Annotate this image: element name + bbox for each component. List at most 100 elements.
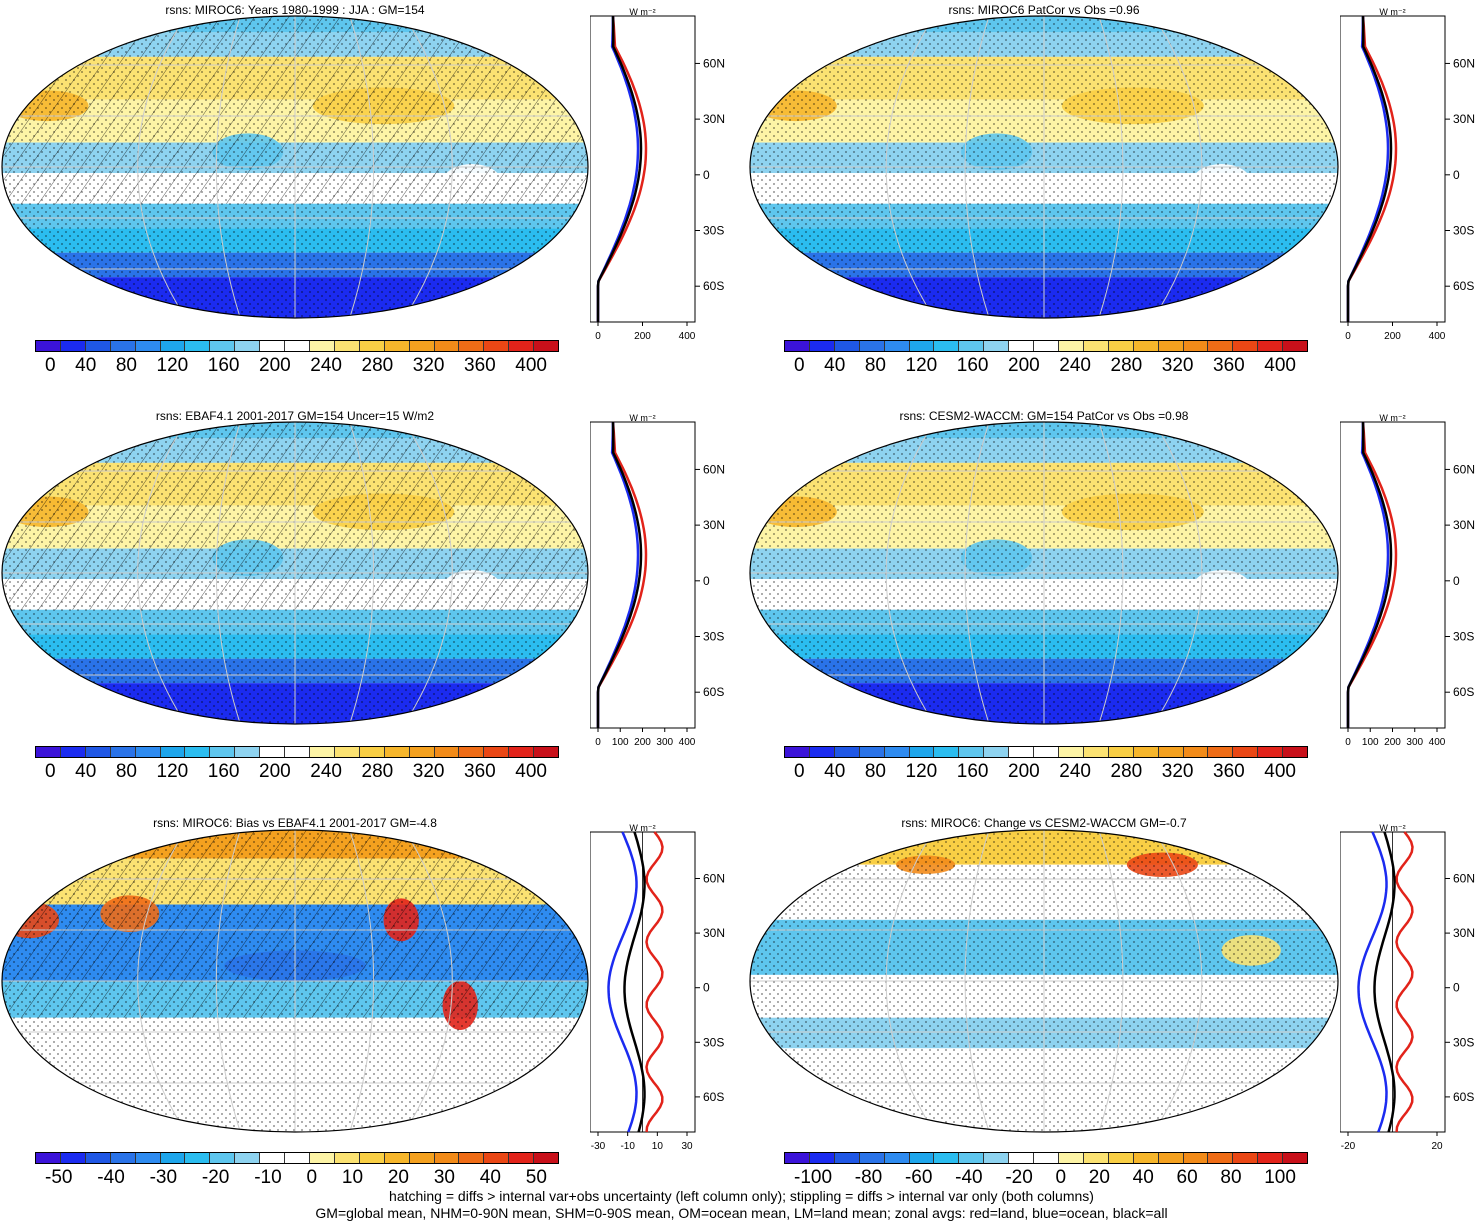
zonal-unit-label: W m⁻² — [629, 823, 655, 833]
zonal-x-tick-label: 0 — [595, 331, 601, 342]
colorbar-swatch — [1233, 341, 1259, 351]
colorbar-swatch — [110, 341, 136, 351]
zonal-x-tick-label: 200 — [634, 737, 651, 748]
lat-tick-label: 0 — [703, 981, 710, 995]
colorbar-swatch — [1133, 341, 1159, 351]
colorbar-swatch — [534, 1153, 559, 1163]
colorbar-swatch — [785, 341, 810, 351]
colorbar-swatch — [934, 747, 960, 757]
colorbar-swatch — [884, 747, 910, 757]
lat-tick-label: 30S — [1453, 630, 1474, 644]
colorbar-swatch — [1058, 747, 1084, 757]
colorbar-swatch — [36, 341, 61, 351]
colorbar — [784, 340, 1308, 352]
lat-tick-label: 0 — [1453, 981, 1460, 995]
colorbar-swatch — [434, 341, 460, 351]
panel-title: rsns: MIROC6: Years 1980-1999 : JJA : GM… — [165, 3, 425, 17]
colorbar-swatch — [384, 1153, 410, 1163]
zonal-unit-label: W m⁻² — [1379, 7, 1405, 17]
zonal-x-tick-label: 400 — [1429, 331, 1446, 342]
colorbar-swatch — [909, 341, 935, 351]
colorbar-tick-label: 40 — [479, 1167, 501, 1188]
colorbar-swatch — [85, 1153, 111, 1163]
colorbar-swatch — [909, 1153, 935, 1163]
colorbar-swatch — [484, 1153, 510, 1163]
panel-title: rsns: MIROC6: Bias vs EBAF4.1 2001-2017 … — [153, 816, 437, 830]
colorbar-tick-label: 80 — [115, 761, 137, 782]
colorbar-tick-label: 200 — [1008, 355, 1040, 376]
colorbar-swatch — [1133, 747, 1159, 757]
zonal-x-tick-label: 0 — [1345, 737, 1351, 748]
colorbar-swatch — [534, 747, 559, 757]
colorbar-swatch — [1258, 1153, 1284, 1163]
colorbar-swatch — [434, 747, 460, 757]
lat-tick-label: 60N — [703, 56, 725, 70]
lat-tick-label: 0 — [1453, 168, 1460, 182]
lat-tick-label: 30S — [1453, 1035, 1474, 1049]
colorbar-labels: 0 40 80 120 160 200 240 280 320 360 400 — [45, 761, 547, 783]
colorbar-swatch — [309, 1153, 335, 1163]
colorbar-swatch — [1083, 1153, 1109, 1163]
lat-tick-label: 60N — [1453, 56, 1475, 70]
colorbar-tick-label: -40 — [97, 1167, 125, 1188]
colorbar-swatch — [384, 341, 410, 351]
colorbar-tick-label: 0 — [306, 1167, 318, 1188]
colorbar-swatch — [834, 1153, 860, 1163]
colorbar-swatch — [1083, 747, 1109, 757]
colorbar-swatch — [884, 1153, 910, 1163]
colorbar-swatch — [459, 341, 485, 351]
colorbar-swatch — [1034, 341, 1059, 351]
colorbar-swatch — [1233, 747, 1259, 757]
colorbar-labels: 0 40 80 120 160 200 240 280 320 360 400 — [794, 761, 1296, 783]
footer-line-2: GM=global mean, NHM=0-90N mean, SHM=0-90… — [315, 1205, 1168, 1221]
colorbar-tick-label: 0 — [794, 761, 805, 782]
colorbar-tick-label: 240 — [1059, 355, 1091, 376]
zonal-average-plot: W m⁻² 60N 30N 0 30S 60S 0 100 200 300 400 — [590, 413, 725, 748]
colorbar-swatch — [135, 747, 161, 757]
colorbar-tick-label: 80 — [864, 355, 886, 376]
colorbar-swatch — [809, 341, 835, 351]
colorbar-swatch — [210, 747, 236, 757]
colorbar-tick-label: 280 — [361, 355, 394, 376]
colorbar-swatch — [785, 1153, 810, 1163]
colorbar-swatch — [1108, 747, 1134, 757]
colorbar-swatch — [160, 1153, 186, 1163]
colorbar-tick-label: 40 — [75, 355, 97, 376]
lat-tick-label: 30N — [703, 926, 725, 940]
colorbar-tick-label: 40 — [824, 761, 846, 782]
colorbar-swatch — [1183, 747, 1209, 757]
panel-title: rsns: MIROC6 PatCor vs Obs =0.96 — [948, 3, 1140, 17]
colorbar-swatch — [160, 747, 186, 757]
colorbar-swatch — [409, 341, 435, 351]
colorbar-tick-label: 160 — [956, 355, 989, 376]
colorbar-tick-label: 240 — [1059, 761, 1091, 782]
colorbar-swatch — [859, 341, 885, 351]
colorbar-tick-label: 280 — [361, 761, 394, 782]
colorbar-swatch — [509, 341, 535, 351]
colorbar-swatch — [1208, 747, 1234, 757]
colorbar-tick-label: 400 — [515, 355, 547, 376]
colorbar-tick-label: 0 — [794, 355, 805, 376]
colorbar-tick-label: 320 — [412, 355, 445, 376]
colorbar-tick-label: 0 — [1055, 1167, 1067, 1188]
colorbar-swatch — [1158, 341, 1184, 351]
colorbar-swatch — [359, 747, 385, 757]
lat-tick-label: 30N — [1453, 926, 1475, 940]
zonal-x-tick-label: 0 — [1345, 331, 1351, 342]
colorbar-swatch — [859, 1153, 885, 1163]
colorbar-tick-label: 400 — [515, 761, 547, 782]
colorbar-swatch — [1233, 1153, 1259, 1163]
colorbar-tick-label: 200 — [259, 761, 291, 782]
colorbar-swatch — [1258, 341, 1284, 351]
colorbar — [784, 746, 1308, 758]
map-panel — [749, 421, 1339, 725]
colorbar-tick-label: 320 — [412, 761, 445, 782]
zonal-x-tick-label: -20 — [1341, 1141, 1356, 1152]
lat-tick-label: 0 — [703, 168, 710, 182]
colorbar-swatch — [334, 341, 360, 351]
colorbar-swatch — [1009, 747, 1035, 757]
colorbar-swatch — [1034, 747, 1059, 757]
colorbar-swatch — [934, 1153, 960, 1163]
colorbar-swatch — [409, 747, 435, 757]
colorbar-swatch — [359, 341, 385, 351]
